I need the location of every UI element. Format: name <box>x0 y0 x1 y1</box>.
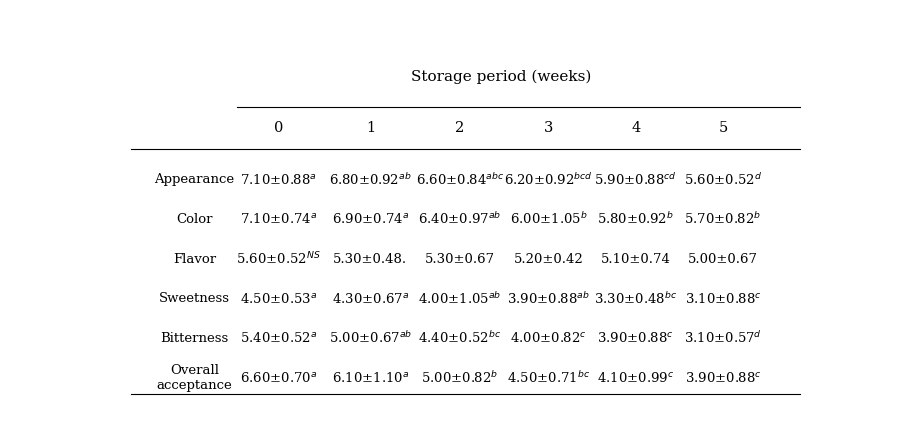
Text: 5: 5 <box>718 121 727 135</box>
Text: 5.10±0.74: 5.10±0.74 <box>601 253 671 266</box>
Text: 3.30±0.48$^{bc}$: 3.30±0.48$^{bc}$ <box>594 291 677 306</box>
Text: 5.70±0.82$^{b}$: 5.70±0.82$^{b}$ <box>685 211 762 227</box>
Text: 5.00±0.67$^{ab}$: 5.00±0.67$^{ab}$ <box>329 331 412 346</box>
Text: Bitterness: Bitterness <box>161 332 229 345</box>
Text: 5.20±0.42: 5.20±0.42 <box>514 253 583 266</box>
Text: 6.80±0.92$^{ab}$: 6.80±0.92$^{ab}$ <box>329 172 411 188</box>
Text: 5.40±0.52$^{a}$: 5.40±0.52$^{a}$ <box>241 332 318 345</box>
Text: 4.30±0.67$^{a}$: 4.30±0.67$^{a}$ <box>331 292 409 306</box>
Text: 5.30±0.48.: 5.30±0.48. <box>333 253 408 266</box>
Text: 3.90±0.88$^{c}$: 3.90±0.88$^{c}$ <box>597 332 674 345</box>
Text: 6.10±1.10$^{a}$: 6.10±1.10$^{a}$ <box>331 371 409 385</box>
Text: 0: 0 <box>274 121 283 135</box>
Text: Color: Color <box>176 213 212 226</box>
Text: 4.50±0.71$^{bc}$: 4.50±0.71$^{bc}$ <box>507 370 590 386</box>
Text: 5.80±0.92$^{b}$: 5.80±0.92$^{b}$ <box>597 211 674 227</box>
Text: Storage period (weeks): Storage period (weeks) <box>410 69 591 84</box>
Text: 3.90±0.88$^{ab}$: 3.90±0.88$^{ab}$ <box>507 291 590 306</box>
Text: 4.00±0.82$^{c}$: 4.00±0.82$^{c}$ <box>510 332 587 345</box>
Text: 4.40±0.52$^{bc}$: 4.40±0.52$^{bc}$ <box>419 331 501 346</box>
Text: 5.60±0.52$^{NS}$: 5.60±0.52$^{NS}$ <box>236 251 321 267</box>
Text: 5.00±0.67: 5.00±0.67 <box>688 253 758 266</box>
Text: Overall
acceptance: Overall acceptance <box>156 364 232 392</box>
Text: 5.90±0.88$^{cd}$: 5.90±0.88$^{cd}$ <box>594 172 677 188</box>
Text: 5.30±0.67: 5.30±0.67 <box>425 253 495 266</box>
Text: 6.40±0.97$^{ab}$: 6.40±0.97$^{ab}$ <box>418 211 501 227</box>
Text: 4.00±1.05$^{ab}$: 4.00±1.05$^{ab}$ <box>418 291 501 306</box>
Text: 1: 1 <box>366 121 375 135</box>
Text: 6.00±1.05$^{b}$: 6.00±1.05$^{b}$ <box>509 211 587 227</box>
Text: 4.50±0.53$^{a}$: 4.50±0.53$^{a}$ <box>241 292 318 306</box>
Text: 5.00±0.82$^{b}$: 5.00±0.82$^{b}$ <box>421 370 498 386</box>
Text: 3.10±0.88$^{c}$: 3.10±0.88$^{c}$ <box>685 292 761 306</box>
Text: 4.10±0.99$^{c}$: 4.10±0.99$^{c}$ <box>597 371 675 385</box>
Text: Sweetness: Sweetness <box>159 292 230 305</box>
Text: Flavor: Flavor <box>173 253 216 266</box>
Text: 6.90±0.74$^{a}$: 6.90±0.74$^{a}$ <box>331 212 409 226</box>
Text: 6.60±0.70$^{a}$: 6.60±0.70$^{a}$ <box>241 371 318 385</box>
Text: 4: 4 <box>631 121 640 135</box>
Text: 3.90±0.88$^{c}$: 3.90±0.88$^{c}$ <box>685 371 761 385</box>
Text: 3.10±0.57$^{d}$: 3.10±0.57$^{d}$ <box>684 331 762 346</box>
Text: 7.10±0.88$^{a}$: 7.10±0.88$^{a}$ <box>241 172 317 187</box>
Text: Appearance: Appearance <box>154 173 234 186</box>
Text: 3: 3 <box>544 121 553 135</box>
Text: 2: 2 <box>455 121 464 135</box>
Text: 7.10±0.74$^{a}$: 7.10±0.74$^{a}$ <box>241 212 318 226</box>
Text: 6.20±0.92$^{bcd}$: 6.20±0.92$^{bcd}$ <box>504 172 593 188</box>
Text: 5.60±0.52$^{d}$: 5.60±0.52$^{d}$ <box>684 172 762 188</box>
Text: 6.60±0.84$^{abc}$: 6.60±0.84$^{abc}$ <box>416 172 504 188</box>
